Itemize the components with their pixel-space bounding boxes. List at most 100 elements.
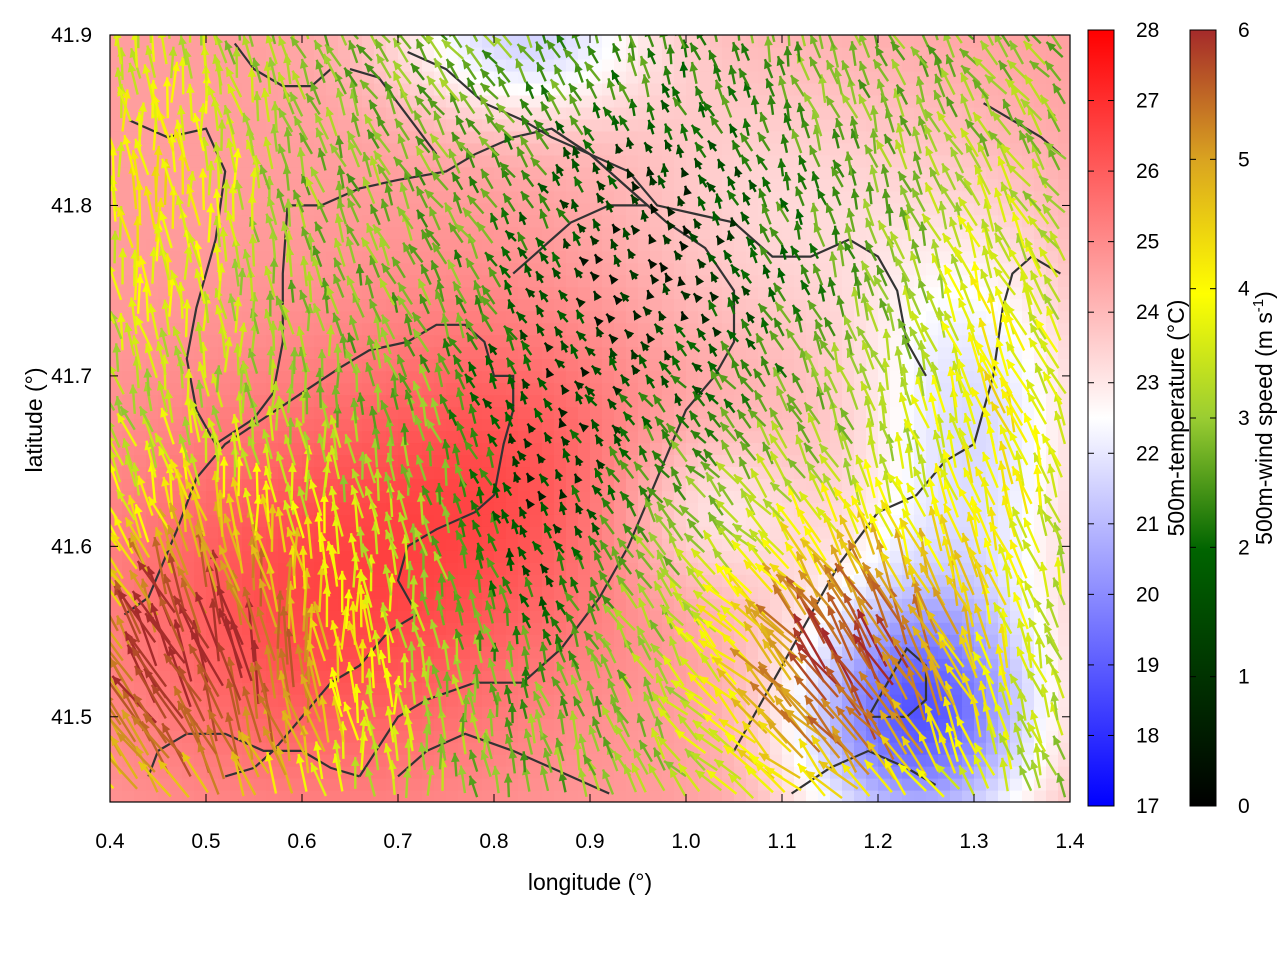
heatmap-cell [758,790,771,802]
heatmap-cell [602,35,615,48]
heatmap-cell [194,226,207,240]
heatmap-cell [110,118,123,132]
heatmap-cell [254,202,267,216]
heatmap-cell [170,310,183,324]
heatmap-cell [458,622,471,635]
heatmap-cell [182,94,195,108]
heatmap-cell [602,250,615,264]
heatmap-cell [110,130,123,144]
heatmap-cell [698,514,711,527]
heatmap-cell [650,142,663,156]
heatmap-cell [122,358,135,372]
heatmap-cell [494,754,507,767]
heatmap-cell [542,274,555,288]
heatmap-cell [818,106,831,120]
heatmap-cell [698,58,711,72]
heatmap-cell [134,334,147,348]
heatmap-cell [566,562,579,575]
heatmap-cell [218,250,231,264]
heatmap-cell [314,82,327,96]
heatmap-cell [290,778,303,791]
heatmap-cell [470,370,483,384]
heatmap-cell [434,514,447,527]
heatmap-cell [278,790,291,802]
heatmap-cell [1034,790,1047,802]
heatmap-cell [458,274,471,288]
heatmap-cell [146,238,159,252]
heatmap-cell [254,238,267,252]
heatmap-cell [530,610,543,623]
heatmap-cell [290,178,303,192]
heatmap-cell [614,190,627,204]
heatmap-cell [602,226,615,240]
heatmap-cell [110,778,123,791]
heatmap-cell [542,442,555,456]
heatmap-cell [1010,490,1023,503]
heatmap-cell [614,658,627,671]
heatmap-cell [998,526,1011,539]
heatmap-cell [290,790,303,802]
heatmap-cell [602,370,615,384]
heatmap-cell [542,406,555,420]
heatmap-cell [458,646,471,659]
heatmap-cell [194,574,207,587]
heatmap-cell [242,154,255,168]
heatmap-cell [362,214,375,228]
heatmap-cell [938,778,951,791]
heatmap-cell [494,466,507,480]
heatmap-cell [806,790,819,802]
heatmap-cell [698,790,711,802]
heatmap-cell [386,658,399,671]
heatmap-cell [674,262,687,276]
heatmap-cell [1010,778,1023,791]
heatmap-cell [662,322,675,336]
heatmap-cell [134,382,147,396]
heatmap-cell [902,35,915,48]
heatmap-cell [362,634,375,647]
heatmap-cell [734,634,747,647]
heatmap-cell [290,406,303,420]
heatmap-cell [122,394,135,408]
heatmap-cell [170,718,183,731]
heatmap-cell [650,154,663,168]
heatmap-cell [770,214,783,228]
heatmap-cell [926,274,939,288]
heatmap-cell [938,250,951,264]
heatmap-cell [170,370,183,384]
heatmap-cell [554,370,567,384]
heatmap-cell [866,790,879,802]
heatmap-cell [374,370,387,384]
heatmap-cell [314,358,327,372]
heatmap-cell [170,382,183,396]
heatmap-cell [770,166,783,180]
heatmap-cell [542,322,555,336]
heatmap-cell [458,754,471,767]
heatmap-cell [446,790,459,802]
heatmap-cell [206,646,219,659]
heatmap-cell [338,46,351,60]
heatmap-cell [806,82,819,96]
heatmap-cell [530,634,543,647]
heatmap-cell [398,790,411,802]
heatmap-cell [722,382,735,396]
heatmap-cell [314,166,327,180]
heatmap-cell [326,646,339,659]
heatmap-cell [350,166,363,180]
heatmap-cell [422,634,435,647]
heatmap-cell [542,682,555,695]
heatmap-cell [182,550,195,563]
heatmap-cell [314,718,327,731]
heatmap-cell [158,58,171,72]
heatmap-cell [254,286,267,300]
heatmap-cell [878,442,891,456]
heatmap-cell [914,790,927,802]
heatmap-cell [626,718,639,731]
heatmap-cell [530,622,543,635]
heatmap-cell [674,298,687,312]
heatmap-cell [806,190,819,204]
heatmap-cell [434,658,447,671]
heatmap-cell [338,418,351,432]
heatmap-cell [170,250,183,264]
heatmap-cell [614,214,627,228]
heatmap-cell [854,142,867,156]
